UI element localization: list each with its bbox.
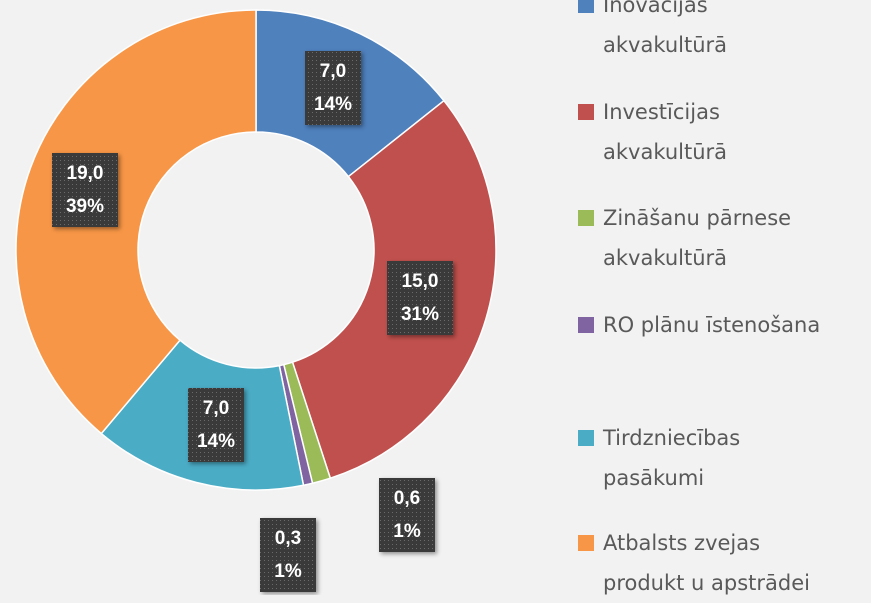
legend-label: Zināšanu pārnese akvakultūrā xyxy=(603,206,792,270)
data-label-value: 7,0 xyxy=(320,61,346,82)
data-label-box xyxy=(379,478,435,552)
data-label-percent: 31% xyxy=(401,304,439,325)
legend-swatch xyxy=(578,210,594,226)
legend-label: Inovācijas akvakultūrā xyxy=(603,0,728,57)
legend-swatch xyxy=(578,104,594,120)
legend-label: Atbalsts zvejas produkt u apstrādei xyxy=(603,531,811,595)
data-label-percent: 14% xyxy=(314,94,352,115)
legend-swatch xyxy=(578,0,594,13)
legend-label: Tirdzniecības pasākumi xyxy=(603,426,741,490)
legend-label: RO plānu īstenošana xyxy=(603,313,821,337)
legend-swatch xyxy=(578,317,594,333)
donut-slice xyxy=(15,9,257,435)
legend-swatch xyxy=(578,535,594,551)
data-label-value: 19,0 xyxy=(67,163,104,184)
data-label-value: 0,6 xyxy=(394,488,420,509)
data-label-percent: 39% xyxy=(66,196,104,217)
data-label-percent: 1% xyxy=(393,521,421,542)
data-label-box xyxy=(52,153,118,227)
data-label-value: 15,0 xyxy=(402,271,439,292)
data-label-box xyxy=(188,388,244,462)
data-label-percent: 1% xyxy=(274,561,302,582)
data-label-value: 7,0 xyxy=(203,398,229,419)
data-label-box xyxy=(260,518,316,592)
data-label-box xyxy=(387,261,453,335)
data-label-value: 0,3 xyxy=(275,528,301,549)
legend-swatch xyxy=(578,430,594,446)
data-label-percent: 14% xyxy=(197,431,235,452)
data-label-box xyxy=(305,51,361,125)
legend-label: Investīcijas akvakultūrā xyxy=(603,100,728,164)
